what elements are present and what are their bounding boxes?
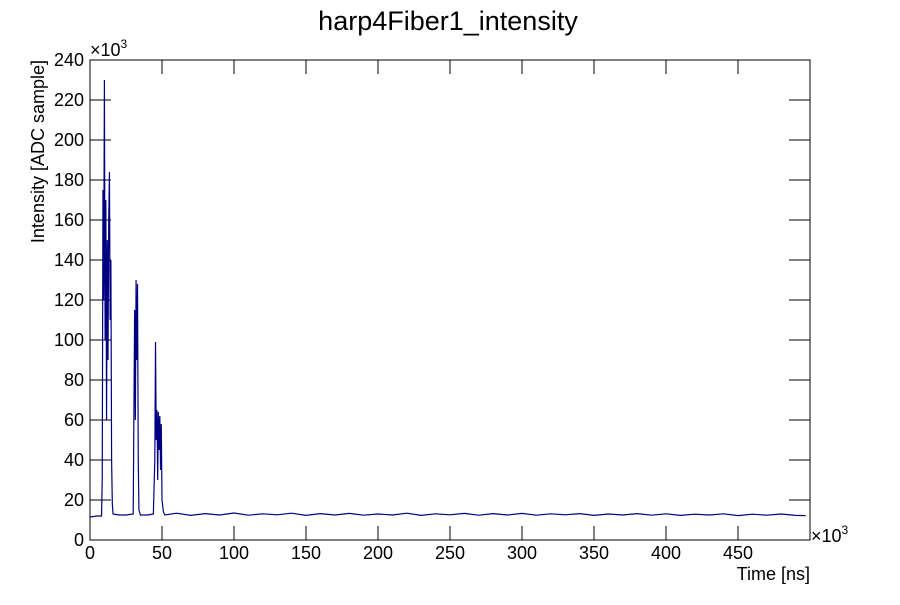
x-axis-label: Time [ns] bbox=[737, 564, 810, 584]
y-tick-label: 80 bbox=[64, 370, 84, 390]
chart-title: harp4Fiber1_intensity bbox=[318, 6, 578, 36]
y-tick-label: 240 bbox=[54, 50, 84, 70]
x-tick-label: 100 bbox=[219, 543, 249, 563]
x-tick-label: 300 bbox=[507, 543, 537, 563]
x-tick-label: 0 bbox=[85, 543, 95, 563]
y-axis-label: Intensity [ADC sample] bbox=[28, 60, 48, 243]
x-multiplier-exp: 3 bbox=[842, 523, 849, 537]
x-tick-label: 200 bbox=[363, 543, 393, 563]
x-tick-label: 50 bbox=[152, 543, 172, 563]
x-multiplier-base: ×10 bbox=[811, 526, 842, 546]
y-tick-label: 140 bbox=[54, 250, 84, 270]
x-multiplier: ×103 bbox=[811, 523, 849, 546]
y-multiplier-exp: 3 bbox=[121, 37, 128, 51]
x-tick-label: 150 bbox=[291, 543, 321, 563]
y-multiplier-base: ×10 bbox=[90, 40, 121, 60]
x-tick-label: 450 bbox=[723, 543, 753, 563]
data-line bbox=[89, 79, 806, 518]
y-tick-label: 40 bbox=[64, 450, 84, 470]
x-tick-label: 400 bbox=[651, 543, 681, 563]
y-tick-label: 20 bbox=[64, 490, 84, 510]
x-tick-label: 350 bbox=[579, 543, 609, 563]
y-tick-label: 60 bbox=[64, 410, 84, 430]
y-multiplier: ×103 bbox=[90, 37, 128, 60]
x-tick-label: 250 bbox=[435, 543, 465, 563]
y-tick-label: 220 bbox=[54, 90, 84, 110]
y-tick-label: 120 bbox=[54, 290, 84, 310]
y-tick-label: 100 bbox=[54, 330, 84, 350]
y-tick-label: 0 bbox=[74, 530, 84, 550]
y-tick-label: 180 bbox=[54, 170, 84, 190]
y-tick-label: 160 bbox=[54, 210, 84, 230]
y-tick-label: 200 bbox=[54, 130, 84, 150]
